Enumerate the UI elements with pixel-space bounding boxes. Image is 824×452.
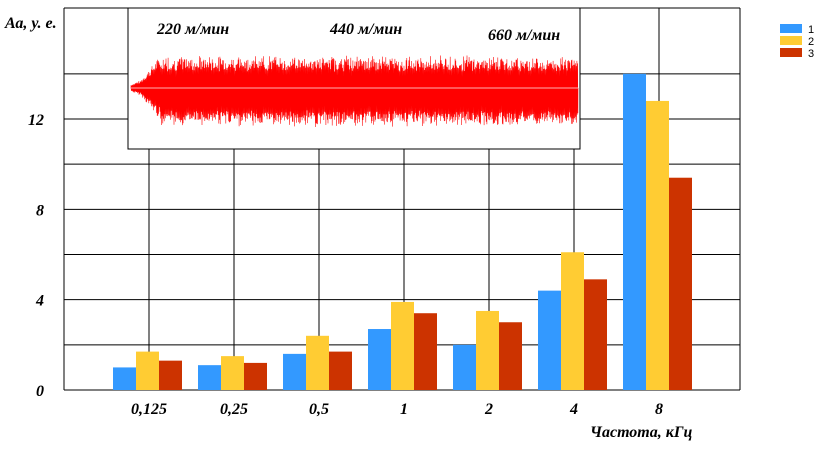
bar-1-3 bbox=[368, 329, 391, 390]
bar-1-1 bbox=[198, 365, 221, 390]
bar-3-0 bbox=[159, 360, 182, 390]
bar-1-6 bbox=[623, 73, 646, 390]
bar-2-1 bbox=[221, 356, 244, 390]
legend-label-2: 2 bbox=[808, 36, 814, 48]
bar-3-1 bbox=[244, 362, 267, 390]
bar-2-0 bbox=[136, 351, 159, 390]
inset-label-3: 660 м/мин bbox=[488, 27, 560, 44]
x-tick-label: 4 bbox=[569, 401, 578, 418]
bar-2-4 bbox=[476, 310, 499, 390]
legend-swatch-3 bbox=[780, 48, 802, 57]
x-tick-label: 2 bbox=[484, 401, 493, 418]
bar-1-4 bbox=[453, 344, 476, 390]
bar-2-5 bbox=[561, 252, 584, 390]
bars-group bbox=[113, 73, 692, 390]
bar-1-0 bbox=[113, 367, 136, 390]
x-tick-label: 0,25 bbox=[220, 401, 248, 418]
y-tick-label: 8 bbox=[36, 202, 44, 219]
y-tick-label: 0 bbox=[36, 383, 44, 400]
legend-label-1: 1 bbox=[808, 24, 814, 36]
bar-1-5 bbox=[538, 290, 561, 390]
waveform-signal bbox=[130, 55, 579, 128]
legend-swatch-1 bbox=[780, 24, 802, 33]
bar-2-2 bbox=[306, 335, 329, 390]
legend: 123 bbox=[780, 24, 814, 60]
waveform-inset: 220 м/мин 440 м/мин 660 м/мин bbox=[127, 7, 581, 150]
x-tick-label: 0,125 bbox=[131, 401, 167, 418]
inset-label-2: 440 м/мин bbox=[329, 21, 402, 38]
legend-swatch-2 bbox=[780, 36, 802, 45]
y-tick-label: 12 bbox=[28, 112, 44, 129]
y-tick-label: 4 bbox=[35, 293, 44, 310]
bar-2-3 bbox=[391, 301, 414, 390]
bar-3-3 bbox=[414, 313, 437, 390]
legend-label-3: 3 bbox=[808, 48, 814, 60]
bar-2-6 bbox=[646, 100, 669, 390]
inset-label-1: 220 м/мин bbox=[156, 21, 229, 38]
bar-1-2 bbox=[283, 353, 306, 390]
bar-3-4 bbox=[499, 322, 522, 390]
x-tick-label: 8 bbox=[655, 401, 663, 418]
x-tick-label: 0,5 bbox=[309, 401, 329, 418]
bar-3-6 bbox=[669, 177, 692, 390]
y-axis-label: Аа, у. е. bbox=[4, 15, 57, 32]
bar-3-2 bbox=[329, 351, 352, 390]
bar-3-5 bbox=[584, 279, 607, 390]
x-axis-label: Частота, кГц bbox=[590, 424, 693, 441]
x-tick-label: 1 bbox=[400, 401, 408, 418]
